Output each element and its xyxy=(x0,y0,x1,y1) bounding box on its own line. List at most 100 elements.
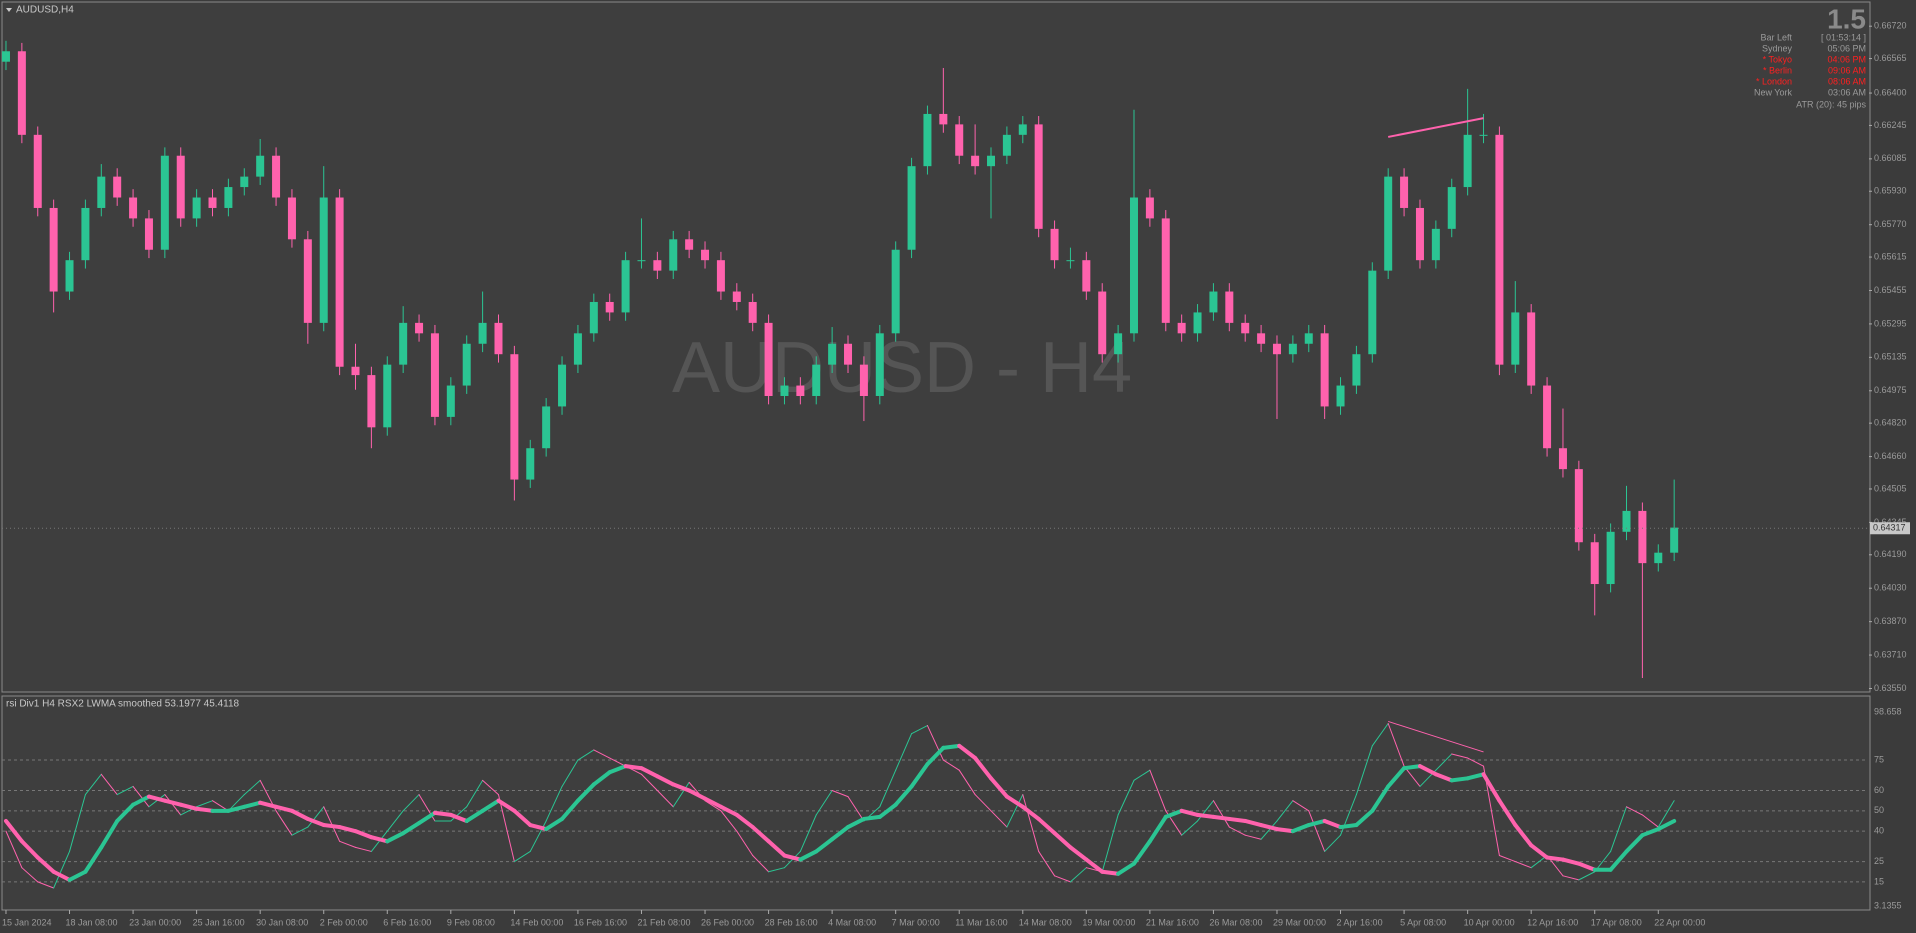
candle-body xyxy=(510,354,519,480)
candle-body xyxy=(97,176,106,208)
candle-body xyxy=(1209,291,1218,313)
oscillator-segment xyxy=(1181,820,1199,836)
oscillator-segment xyxy=(1276,800,1294,822)
oscillator-segment xyxy=(734,812,755,830)
candle-body xyxy=(1368,270,1377,355)
candle-body xyxy=(335,197,344,367)
candle-body xyxy=(1670,527,1679,553)
x-tick-label: 22 Apr 00:00 xyxy=(1654,917,1705,927)
oscillator-segment xyxy=(385,831,406,844)
candle-body xyxy=(1463,134,1472,188)
oscillator-segment xyxy=(1481,772,1502,803)
candle-body xyxy=(1511,312,1520,365)
y-tick-label: 0.66245 xyxy=(1874,120,1907,130)
x-tick-label: 2 Apr 16:00 xyxy=(1337,917,1383,927)
x-tick-label: 10 Apr 00:00 xyxy=(1464,917,1515,927)
candle-body xyxy=(1415,207,1424,261)
oscillator-segment xyxy=(1451,753,1469,759)
oscillator-segment xyxy=(305,816,326,828)
candle-body xyxy=(923,113,932,167)
y-tick-label: 0.65615 xyxy=(1874,251,1907,261)
oscillator-segment xyxy=(289,808,310,821)
y-tick-label: 75 xyxy=(1874,754,1884,764)
oscillator-segment xyxy=(432,810,453,817)
oscillator-segment xyxy=(1227,816,1248,823)
y-tick-label: 0.64190 xyxy=(1874,549,1907,559)
oscillator-segment xyxy=(226,804,247,813)
oscillator-segment xyxy=(1529,843,1550,860)
candle-body xyxy=(430,333,439,417)
candle-body xyxy=(780,385,789,396)
candle-body xyxy=(49,207,58,292)
x-tick-label: 2 Feb 00:00 xyxy=(320,917,368,927)
oscillator-segment xyxy=(782,853,803,862)
x-tick-label: 18 Jan 08:00 xyxy=(66,917,118,927)
oscillator-segment xyxy=(369,835,390,844)
x-tick-label: 12 Apr 16:00 xyxy=(1527,917,1578,927)
candle-body xyxy=(1193,312,1202,334)
y-tick-label: 0.66085 xyxy=(1874,153,1907,163)
x-tick-label: 17 Apr 08:00 xyxy=(1591,917,1642,927)
oscillator-segment xyxy=(672,781,690,808)
oscillator-segment xyxy=(131,794,151,807)
oscillator-segment xyxy=(1036,816,1057,836)
oscillator-segment xyxy=(1179,808,1200,817)
oscillator-segment xyxy=(974,794,992,812)
candle-body xyxy=(589,301,598,334)
candle-body xyxy=(33,134,42,208)
collapse-icon[interactable] xyxy=(6,8,12,12)
candle-body xyxy=(176,155,185,219)
oscillator-segment xyxy=(1069,867,1087,883)
candle-body xyxy=(1431,228,1440,261)
oscillator-segment xyxy=(893,784,914,807)
candle-body xyxy=(939,113,948,125)
x-tick-label: 4 Mar 08:00 xyxy=(828,917,876,927)
candle-body xyxy=(875,333,884,396)
info-value: 03:06 AM xyxy=(1828,87,1866,97)
oscillator-segment xyxy=(84,773,102,796)
oscillator-segment xyxy=(162,798,183,807)
info-key: * London xyxy=(1756,76,1792,86)
candle-body xyxy=(478,322,487,344)
candle-body xyxy=(1384,176,1393,271)
oscillator-panel xyxy=(1,695,1871,911)
y-tick-label: 0.64345 xyxy=(1874,517,1907,527)
x-tick-label: 25 Jan 16:00 xyxy=(193,917,245,927)
candle-body xyxy=(1447,187,1456,229)
candle-body xyxy=(732,291,741,302)
y-tick-label: 0.63710 xyxy=(1874,649,1907,659)
oscillator-segment xyxy=(37,881,55,889)
oscillator-segment xyxy=(704,800,722,812)
oscillator-segment xyxy=(925,745,946,767)
divergence-line xyxy=(1388,117,1484,138)
candle-body xyxy=(208,197,217,208)
oscillator-segment xyxy=(1435,753,1453,771)
x-tick-label: 15 Jan 2024 xyxy=(2,917,52,927)
oscillator-segment xyxy=(703,796,723,809)
y-tick-label: 0.64975 xyxy=(1874,385,1907,395)
oscillator-segment xyxy=(528,823,549,832)
oscillator-segment xyxy=(736,830,754,857)
oscillator-segment xyxy=(909,762,930,789)
candle-body xyxy=(1257,333,1266,344)
oscillator-segment xyxy=(194,806,215,813)
oscillator-segment xyxy=(1163,808,1184,819)
oscillator-segment xyxy=(1626,806,1643,816)
candle-body xyxy=(1606,531,1615,585)
y-tick-label: 0.65770 xyxy=(1874,219,1907,229)
spread: 1.5 xyxy=(1827,3,1866,34)
candle-body xyxy=(828,343,837,365)
oscillator-segment xyxy=(450,806,468,822)
oscillator-segment xyxy=(831,790,849,798)
oscillator-segment xyxy=(1149,769,1167,812)
oscillator-segment xyxy=(1101,814,1119,873)
x-tick-label: 9 Feb 08:00 xyxy=(447,917,495,927)
oscillator-segment xyxy=(1117,779,1135,816)
oscillator-segment xyxy=(1370,784,1391,813)
oscillator-segment xyxy=(656,790,674,808)
info-value: 09:06 AM xyxy=(1828,65,1866,75)
candle-body xyxy=(1638,510,1647,564)
oscillator-segment xyxy=(3,818,24,844)
oscillator-segment xyxy=(958,769,976,796)
oscillator-segment xyxy=(275,810,293,836)
